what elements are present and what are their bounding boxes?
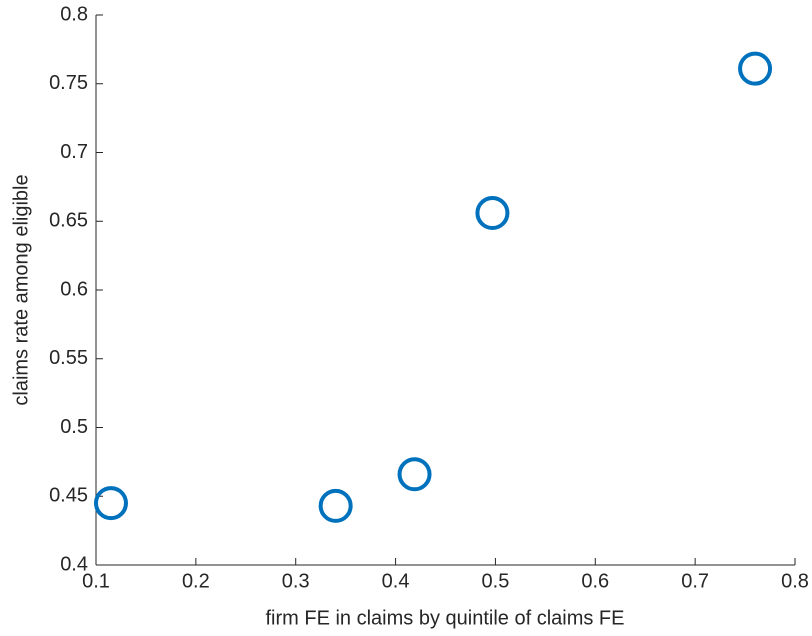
x-tick-label: 0.2 (182, 570, 210, 592)
x-tick-label: 0.4 (382, 570, 410, 592)
y-axis-label: claims rate among eligible (10, 174, 32, 405)
y-tick-label: 0.8 (60, 3, 88, 25)
x-tick-label: 0.7 (681, 570, 709, 592)
y-tick-label: 0.5 (60, 416, 88, 438)
y-tick-label: 0.75 (49, 72, 88, 94)
x-tick-label: 0.3 (282, 570, 310, 592)
point (318, 488, 353, 523)
point (397, 457, 432, 492)
y-tick-label: 0.7 (60, 141, 88, 163)
x-tick-label: 0.6 (581, 570, 609, 592)
y-tick-label: 0.65 (49, 210, 88, 232)
x-axis-label: firm FE in claims by quintile of claims … (266, 607, 625, 629)
x-tick-label: 0.1 (82, 570, 110, 592)
x-tick-label: 0.5 (482, 570, 510, 592)
y-tick-label: 0.4 (60, 553, 88, 575)
y-tick-label: 0.55 (49, 347, 88, 369)
point (738, 51, 773, 86)
point (475, 196, 510, 230)
y-tick-label: 0.6 (60, 278, 88, 300)
x-tick-label: 0.8 (781, 570, 809, 592)
y-tick-label: 0.45 (49, 485, 88, 507)
point (93, 486, 128, 521)
